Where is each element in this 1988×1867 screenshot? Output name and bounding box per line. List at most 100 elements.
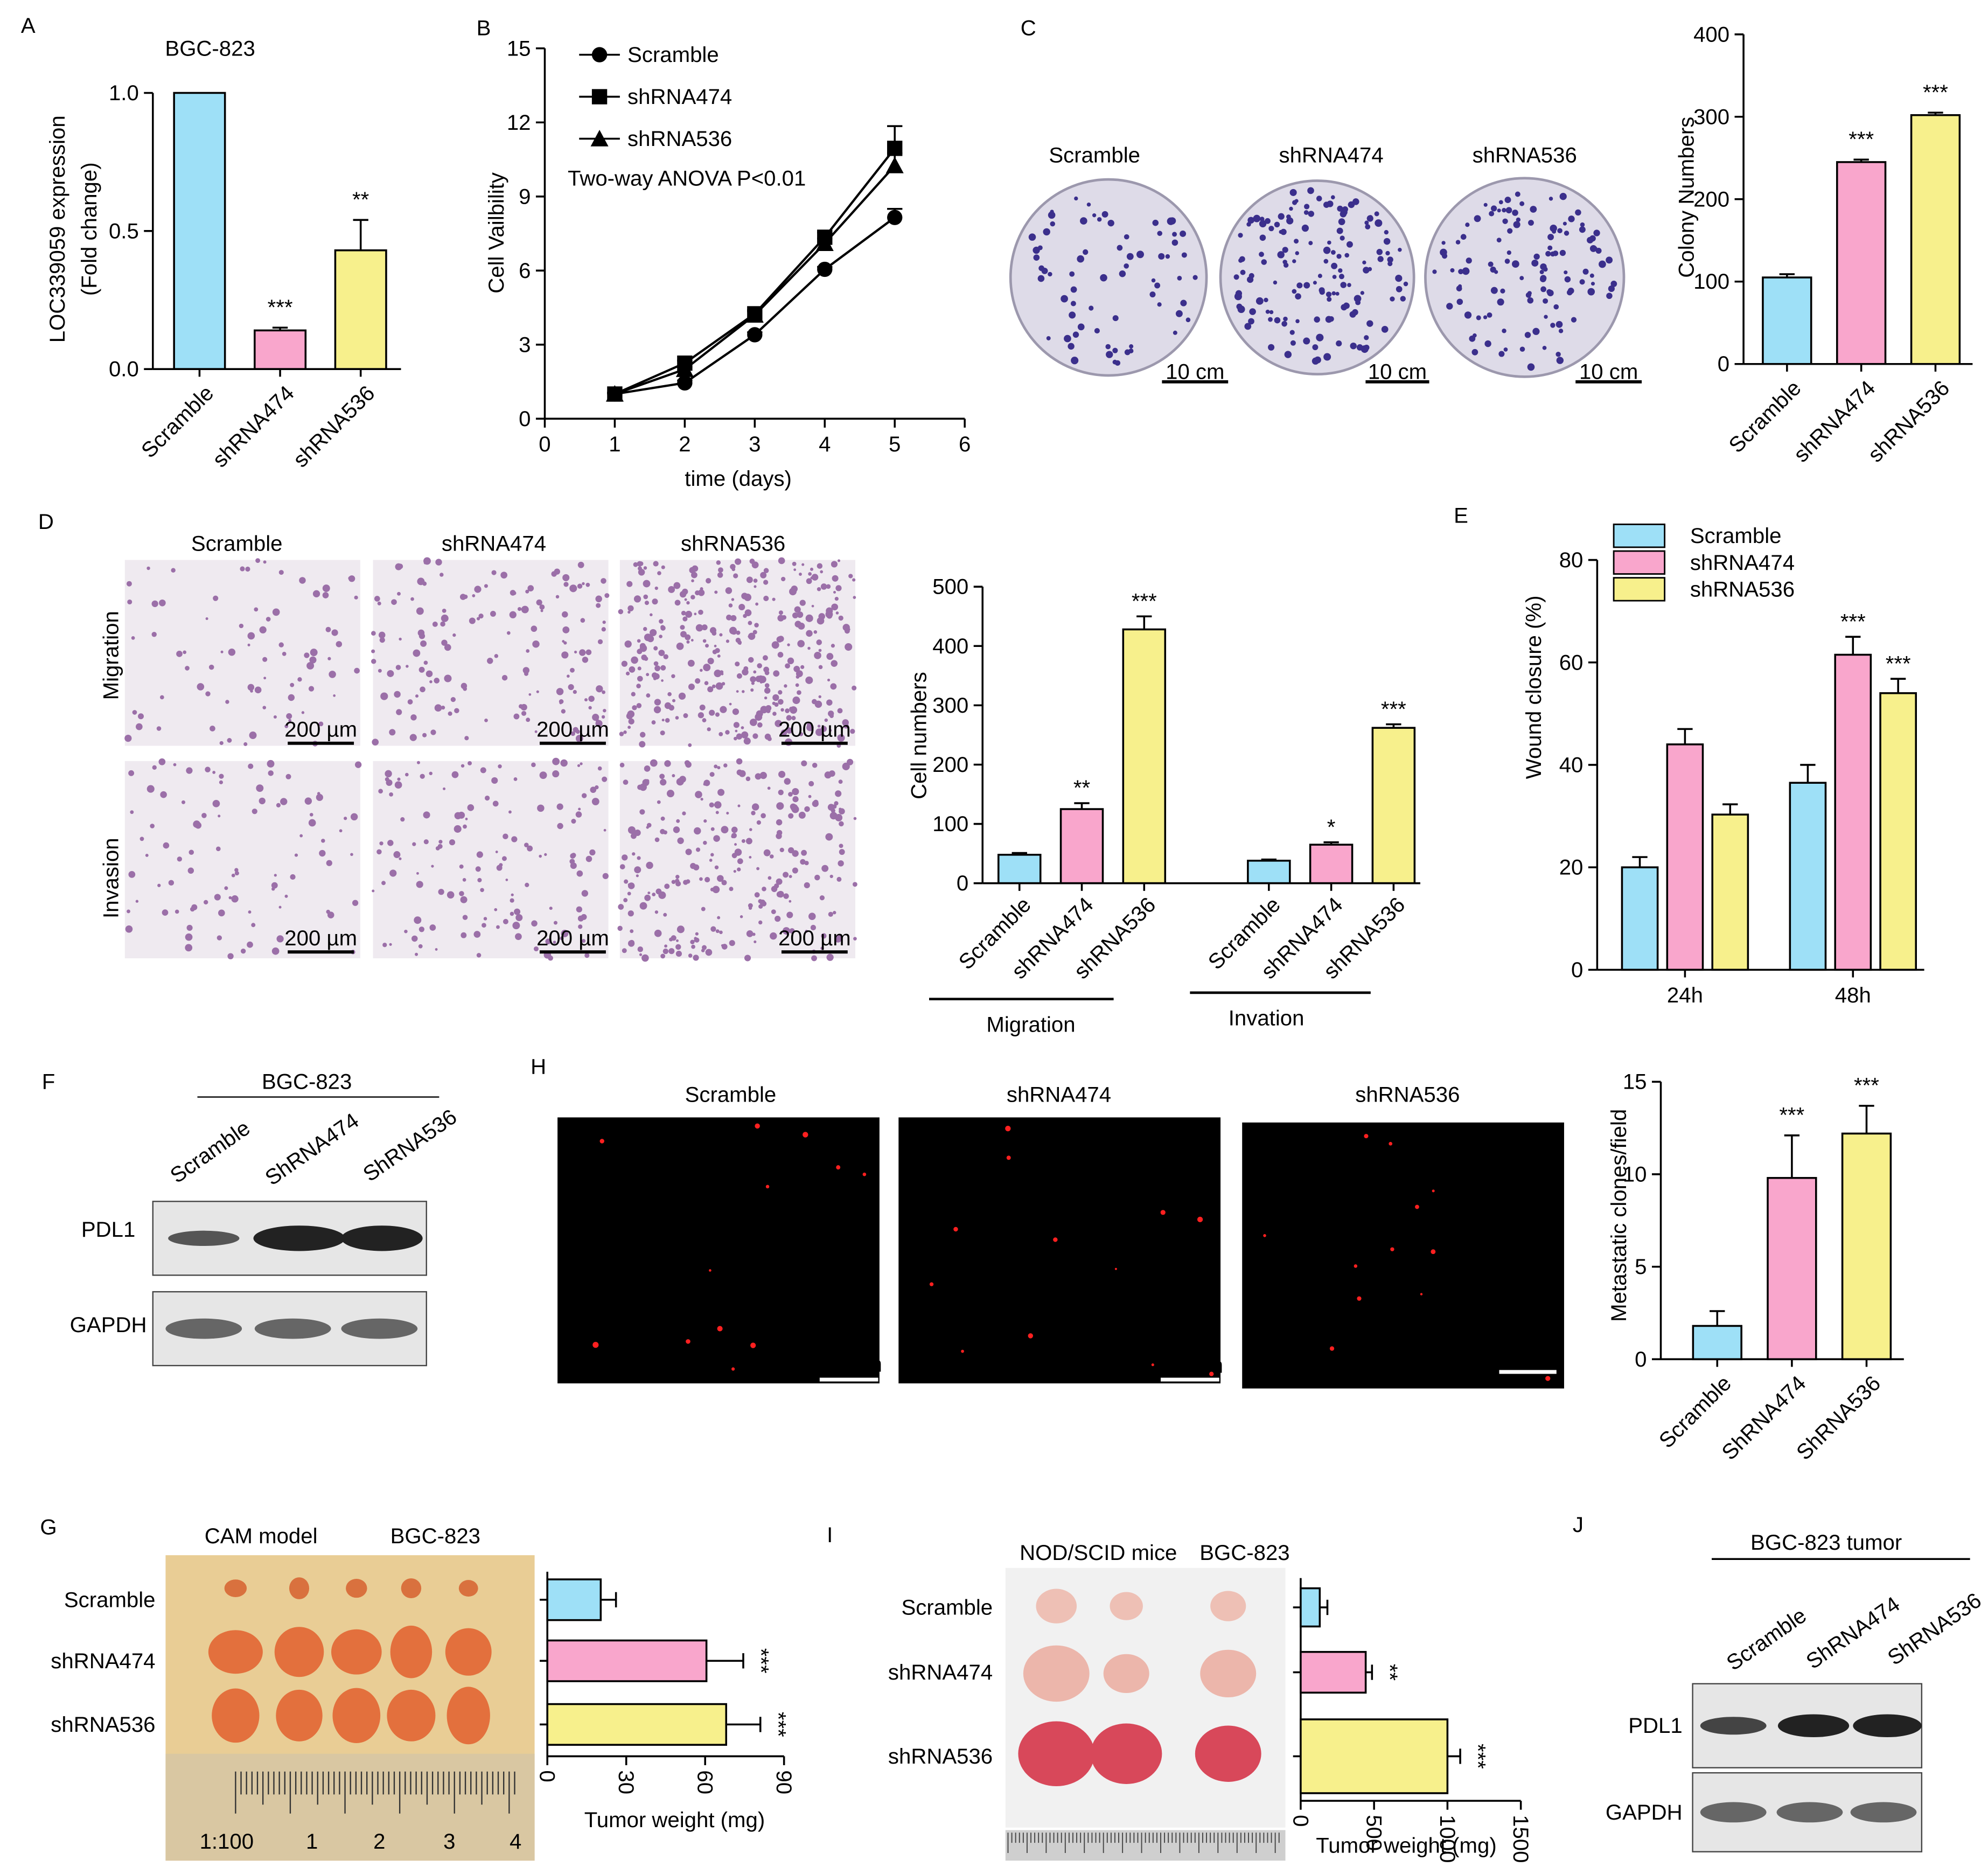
speck [801, 760, 807, 767]
colony [1340, 235, 1345, 241]
speck [787, 643, 790, 646]
panel-letter: I [827, 1523, 833, 1547]
significance: *** [1849, 127, 1874, 151]
speck [577, 561, 584, 568]
speck [842, 762, 850, 770]
speck [396, 709, 402, 715]
tumor [332, 1688, 381, 1744]
band [254, 1318, 331, 1339]
speck [397, 777, 401, 781]
speck [738, 642, 742, 645]
speck [746, 930, 754, 937]
speck [201, 813, 207, 818]
bar [1300, 1718, 1449, 1794]
colony [1398, 248, 1402, 252]
speck [697, 589, 705, 596]
tumor [208, 1630, 263, 1674]
speck [619, 864, 625, 869]
colony [1106, 351, 1113, 358]
speck [444, 674, 452, 682]
speck [674, 600, 681, 606]
speck [619, 762, 625, 768]
speck [397, 591, 401, 596]
colony [1043, 228, 1050, 236]
speck [251, 923, 256, 928]
speck [757, 722, 763, 728]
colony [1530, 206, 1537, 213]
speck [671, 880, 676, 884]
speck [584, 953, 590, 958]
speck [458, 811, 465, 819]
speck [228, 649, 236, 656]
speck [601, 578, 606, 584]
speck [389, 943, 392, 946]
speck [147, 785, 155, 793]
speck [423, 811, 430, 819]
speck [185, 944, 193, 952]
speck [731, 567, 736, 572]
speck [646, 823, 652, 828]
speck [665, 717, 670, 723]
y-tick-label: Scramble [64, 1587, 156, 1612]
speck [820, 583, 827, 590]
speck [703, 840, 707, 845]
significance: ** [352, 187, 369, 212]
speck [1354, 1264, 1358, 1268]
speck [776, 891, 783, 897]
colony [1474, 215, 1481, 222]
speck [633, 595, 641, 603]
speck [799, 573, 802, 576]
speck [394, 691, 401, 698]
marker [745, 306, 764, 323]
plate-label: shRNA474 [1279, 143, 1383, 168]
speck [695, 932, 699, 936]
speck [496, 925, 500, 929]
speck [496, 865, 503, 871]
speck [577, 915, 584, 922]
tumor [387, 1689, 436, 1741]
colony [1550, 323, 1555, 328]
speck [755, 675, 762, 682]
speck [416, 881, 423, 888]
colony [1264, 297, 1268, 303]
speck [720, 706, 727, 713]
speck [751, 633, 755, 636]
colony [1247, 217, 1254, 224]
bar [1247, 860, 1291, 884]
speck [668, 705, 675, 711]
speck [774, 702, 779, 707]
speck [240, 566, 245, 572]
micrograph [619, 761, 855, 959]
tumor [447, 1687, 490, 1745]
speck [793, 568, 797, 572]
speck [619, 732, 624, 736]
column-label: shRNA474 [442, 531, 546, 555]
y-tick-label: 1.0 [109, 81, 139, 105]
speck [407, 699, 413, 705]
speck [255, 558, 261, 563]
speck [278, 642, 284, 647]
speck [329, 671, 336, 678]
speck [804, 806, 810, 812]
speck [219, 780, 224, 784]
speck [625, 671, 630, 675]
speck [643, 626, 647, 631]
speck [721, 944, 724, 947]
speck [623, 898, 628, 903]
speck [151, 600, 158, 608]
speck [413, 649, 421, 657]
speck [731, 598, 735, 601]
colony [1540, 286, 1546, 292]
speck [654, 837, 660, 842]
colony [1314, 316, 1320, 323]
speck [415, 694, 419, 698]
speck [776, 819, 783, 826]
speck [754, 623, 759, 628]
ruler-label: 3 [443, 1829, 455, 1854]
speck [447, 891, 455, 899]
colony [1595, 248, 1602, 254]
significance: *** [749, 1648, 773, 1674]
speck [657, 571, 661, 575]
bar [546, 1639, 708, 1682]
colony [1175, 310, 1183, 317]
